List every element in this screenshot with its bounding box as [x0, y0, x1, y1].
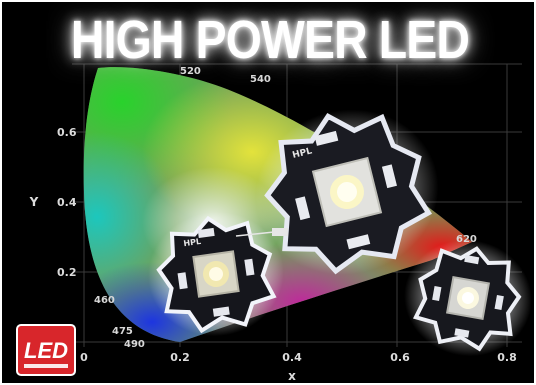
x-tick-label: 0.8 [497, 351, 517, 364]
wavelength-label: 460 [94, 295, 115, 306]
x-tick-label: 0 [80, 351, 88, 364]
y-tick-label: 0.6 [57, 126, 77, 139]
logo-stripe [24, 364, 68, 368]
emitter-label: HPL [291, 146, 313, 161]
logo: LED [16, 324, 76, 376]
x-tick-label: 0.4 [282, 351, 302, 364]
wavelength-label: 490 [124, 339, 145, 350]
wavelength-label: 540 [250, 74, 271, 85]
logo-badge [16, 324, 76, 376]
logo-text: LED [24, 338, 68, 363]
wavelength-label: 520 [180, 66, 201, 77]
leader-line [235, 231, 275, 237]
x-tick-label: 0.6 [390, 351, 410, 364]
wavelength-label: 620 [456, 234, 477, 245]
led-star-small-left: HPL [148, 211, 284, 337]
headline: HIGH POWER LED [70, 10, 470, 70]
y-tick-label: 0.2 [57, 266, 77, 279]
y-axis-label: Y [29, 195, 39, 209]
wavelength-labels: 460 475 490 520 540 620 [94, 66, 477, 350]
emitter-label: HPL [183, 237, 202, 248]
leader-tag [272, 228, 288, 236]
x-tick-label: 0.2 [170, 351, 190, 364]
y-tick-label: 0.4 [57, 196, 77, 209]
wavelength-label: 475 [112, 326, 133, 337]
y-axis: 0.6 0.4 0.2 Y [29, 126, 77, 279]
led-star-large: HPL [255, 109, 439, 275]
x-axis: 0 0.2 0.4 0.6 0.8 x [80, 351, 517, 383]
led-star-small-right [404, 239, 532, 357]
x-axis-label: x [288, 369, 296, 383]
